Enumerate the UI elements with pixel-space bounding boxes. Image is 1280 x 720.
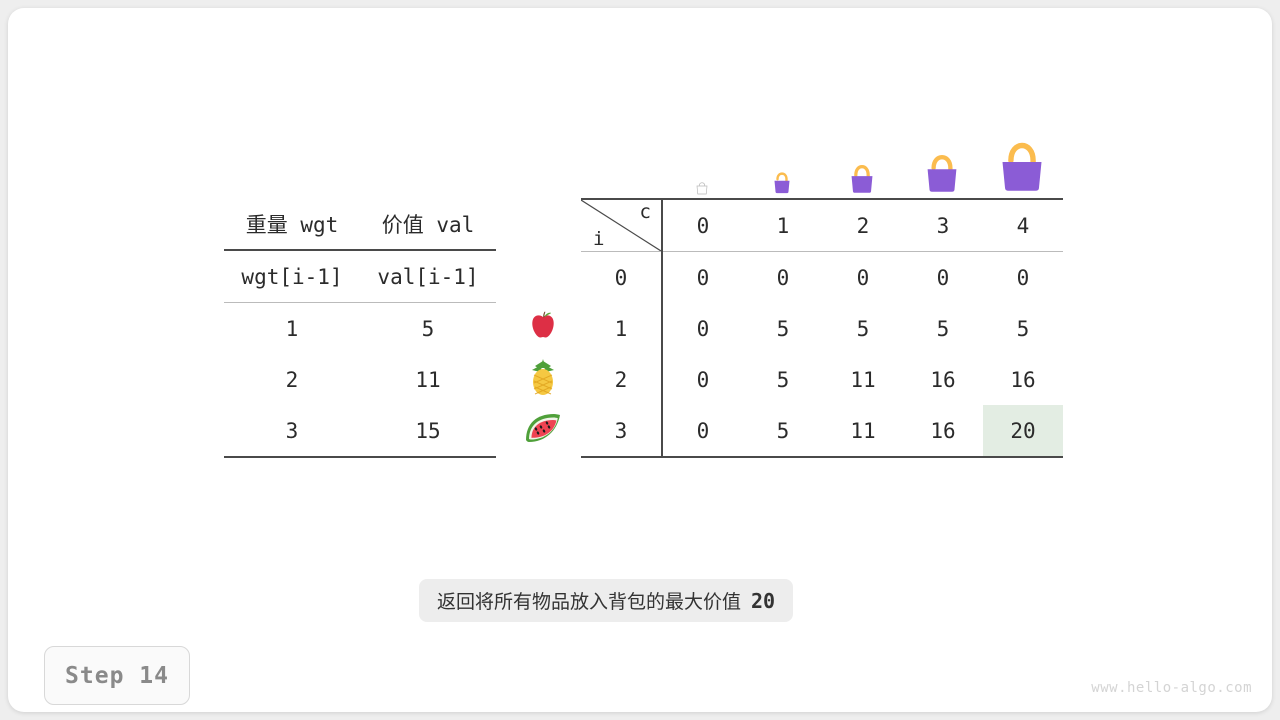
dp-cell: 5 xyxy=(936,316,950,341)
dp-cell: 0 xyxy=(936,265,950,290)
dp-cell: 16 xyxy=(930,418,956,443)
dp-cell: 5 xyxy=(776,418,790,443)
dp-cell: 5 xyxy=(776,367,790,392)
dp-column-header: 2 xyxy=(856,213,870,238)
dp-cell: 0 xyxy=(856,265,870,290)
step-badge: Step 14 xyxy=(44,646,190,705)
dp-column-header: 0 xyxy=(696,213,710,238)
dp-cell: 11 xyxy=(850,418,876,443)
watermark: www.hello-algo.com xyxy=(1091,680,1252,696)
dp-column-header: 4 xyxy=(1016,213,1030,238)
dp-cell: 5 xyxy=(856,316,870,341)
dp-row-index: 0 xyxy=(581,251,663,303)
bag-icon xyxy=(902,150,982,198)
dp-table-row: 1 0 5 5 5 5 xyxy=(581,303,1063,354)
item-value: 5 xyxy=(421,316,435,341)
dp-table-row: 2 0 5 11 16 16 xyxy=(581,354,1063,405)
dp-column-header: 3 xyxy=(936,213,950,238)
dp-row-index: 2 xyxy=(581,354,663,405)
dp-row-index: 3 xyxy=(581,405,663,457)
dp-cell: 0 xyxy=(696,418,710,443)
item-value: 15 xyxy=(415,418,441,443)
dp-column-header: 1 xyxy=(776,213,790,238)
items-table-row: 1 5 xyxy=(224,303,496,355)
item-weight: 2 xyxy=(285,367,299,392)
items-formula-value: val[i-1] xyxy=(377,264,479,289)
items-table-formula-row: wgt[i-1] val[i-1] xyxy=(224,250,496,303)
bag-icon xyxy=(742,168,822,198)
caption-text: 返回将所有物品放入背包的最大价值 xyxy=(437,591,742,613)
items-header-value: 价值 val xyxy=(381,212,475,237)
dp-corner-col-label: c xyxy=(639,201,651,223)
items-formula-weight: wgt[i-1] xyxy=(241,264,343,289)
dp-cell: 16 xyxy=(1010,367,1036,392)
dp-corner-cell: c i xyxy=(581,199,663,252)
dp-table-grid: c i 0 1 2 3 4 0 0 0 0 xyxy=(581,198,1063,458)
apple-icon xyxy=(513,300,573,351)
items-table-header-row: 重量 wgt 价值 val xyxy=(224,198,496,250)
dp-cell: 5 xyxy=(1016,316,1030,341)
watermelon-icon xyxy=(513,402,573,453)
caption-banner: 返回将所有物品放入背包的最大价值 20 xyxy=(419,579,794,622)
dp-cell: 0 xyxy=(776,265,790,290)
items-table-row: 2 11 xyxy=(224,354,496,405)
content-card: 重量 wgt 价值 val wgt[i-1] val[i-1] 1 5 2 11… xyxy=(8,8,1272,712)
item-weight: 3 xyxy=(285,418,299,443)
dp-cell: 0 xyxy=(696,316,710,341)
dp-header-row: c i 0 1 2 3 4 xyxy=(581,199,1063,252)
dp-cell: 0 xyxy=(696,367,710,392)
fruit-icon-column xyxy=(513,300,573,453)
dp-corner-row-label: i xyxy=(593,228,605,250)
items-header-weight: 重量 wgt xyxy=(245,212,339,237)
items-table-row: 3 15 xyxy=(224,405,496,457)
dp-row-index: 1 xyxy=(581,303,663,354)
dp-table-row: 3 0 5 11 16 20 xyxy=(581,405,1063,457)
items-table-grid: 重量 wgt 价值 val wgt[i-1] val[i-1] 1 5 2 11… xyxy=(224,198,496,458)
item-value: 11 xyxy=(415,367,441,392)
dp-table-row: 0 0 0 0 0 0 xyxy=(581,251,1063,303)
bag-icon-empty xyxy=(662,178,742,198)
items-table: 重量 wgt 价值 val wgt[i-1] val[i-1] 1 5 2 11… xyxy=(224,198,496,458)
pineapple-icon xyxy=(513,351,573,402)
dp-cell-highlighted: 20 xyxy=(983,405,1063,457)
item-weight: 1 xyxy=(285,316,299,341)
bag-icon xyxy=(982,138,1062,198)
caption-value: 20 xyxy=(751,588,776,613)
dp-table: c i 0 1 2 3 4 0 0 0 0 xyxy=(581,198,1063,458)
bag-icon xyxy=(822,160,902,198)
bag-icon-row xyxy=(662,126,1062,198)
dp-cell: 0 xyxy=(1016,265,1030,290)
dp-cell: 16 xyxy=(930,367,956,392)
dp-cell: 0 xyxy=(696,265,710,290)
dp-cell: 11 xyxy=(850,367,876,392)
dp-cell: 5 xyxy=(776,316,790,341)
step-badge-label: Step 14 xyxy=(65,662,169,689)
